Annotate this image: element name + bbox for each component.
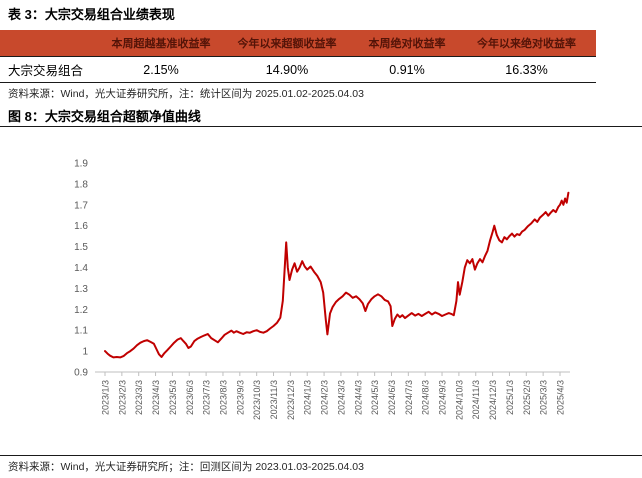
y-axis-tick-label: 1.7: [74, 200, 88, 211]
x-axis-tick-label: 2024/12/3: [488, 380, 498, 420]
y-axis-tick-label: 1.3: [74, 284, 88, 295]
figure-source-note: 资料来源：Wind，光大证券研究所；注：回测区间为 2023.01.03-202…: [8, 461, 364, 473]
x-axis-tick-label: 2025/4/3: [556, 380, 566, 415]
header-cell-week-absolute: 本周绝对收益率: [368, 38, 446, 50]
y-axis-tick-label: 1.5: [74, 242, 88, 253]
footer-rule: [0, 455, 642, 456]
x-axis-tick-label: 2025/2/3: [522, 380, 532, 415]
table-header-row: 本周超越基准收益率 今年以来超额收益率 本周绝对收益率 今年以来绝对收益率: [0, 30, 596, 57]
x-axis-tick-label: 2023/9/3: [235, 380, 245, 415]
row-label: 大宗交易组合: [8, 64, 84, 78]
y-axis-tick-label: 1.6: [74, 221, 88, 232]
x-axis-tick-label: 2024/4/3: [353, 380, 363, 415]
row-value-week-absolute: 0.91%: [389, 62, 425, 77]
x-axis-tick-label: 2025/3/3: [539, 380, 549, 415]
table-title: 表 3：大宗交易组合业绩表现: [8, 7, 175, 22]
y-axis-tick-label: 1.8: [74, 179, 88, 190]
header-cell-ytd-excess: 今年以来超额收益率: [237, 38, 337, 50]
y-axis-tick-label: 0.9: [74, 368, 88, 379]
x-axis-tick-label: 2024/6/3: [387, 380, 397, 415]
figure-title: 图 8：大宗交易组合超额净值曲线: [8, 109, 201, 124]
y-axis-tick-label: 1.2: [74, 305, 88, 316]
header-cell-week-excess-benchmark: 本周超越基准收益率: [111, 38, 211, 50]
row-value-ytd-excess: 14.90%: [265, 62, 309, 77]
y-axis-tick-label: 1.4: [74, 263, 88, 274]
x-axis-tick-label: 2023/2/3: [117, 380, 127, 415]
excess-nav-line-chart: 1.9 1.8 1.7 1.6 1.5 1.4 1.3 1.2 1.1 1 0.9 2023/1/3 2…: [74, 159, 570, 420]
x-axis-tick-label: 2023/11/3: [269, 380, 279, 419]
x-axis-tick-label: 2024/9/3: [438, 380, 448, 415]
table-source-note: 资料来源：Wind，光大证券研究所，注：统计区间为 2025.01.02-202…: [8, 88, 364, 100]
x-axis-tick-label: 2023/12/3: [286, 380, 296, 420]
x-axis-tick-label: 2024/2/3: [320, 380, 330, 415]
header-cell-empty: [0, 30, 105, 56]
x-axis-tick-label: 2024/7/3: [404, 380, 414, 415]
x-axis-tick-label: 2023/5/3: [168, 380, 178, 415]
x-axis-tick-label: 2024/3/3: [336, 380, 346, 415]
row-value-week-excess: 2.15%: [143, 62, 179, 77]
x-axis-tick-label: 2024/1/3: [303, 380, 313, 415]
x-axis-tick-label: 2024/10/3: [454, 380, 464, 420]
x-axis-tick-label: 2024/11/3: [471, 380, 481, 419]
x-axis-tick-label: 2023/10/3: [252, 380, 262, 420]
x-axis-tick-label: 2023/3/3: [134, 380, 144, 415]
y-axis-tick-label: 1.9: [74, 159, 88, 170]
x-axis-tick-label: 2023/4/3: [151, 380, 161, 415]
excess-nav-series-line: [104, 191, 570, 359]
x-axis-tick-label: 2024/8/3: [421, 380, 431, 415]
x-axis-tick-label: 2023/6/3: [185, 380, 195, 415]
header-cell-ytd-absolute: 今年以来绝对收益率: [477, 38, 576, 50]
x-axis-tick-label: 2023/7/3: [202, 380, 212, 415]
x-axis-tick-label: 2023/1/3: [101, 380, 111, 415]
x-axis-tick-label: 2024/5/3: [370, 380, 380, 415]
x-axis-tick-label: 2023/8/3: [218, 380, 228, 415]
y-axis-tick-label: 1.1: [74, 326, 88, 337]
y-axis-tick-label: 1: [82, 347, 88, 358]
row-value-ytd-absolute: 16.33%: [505, 62, 548, 77]
x-axis-tick-label: 2025/1/3: [505, 380, 515, 415]
figure-title-rule: [0, 126, 642, 127]
table-row: 大宗交易组合 2.15% 14.90% 0.91% 16.33%: [0, 57, 596, 83]
